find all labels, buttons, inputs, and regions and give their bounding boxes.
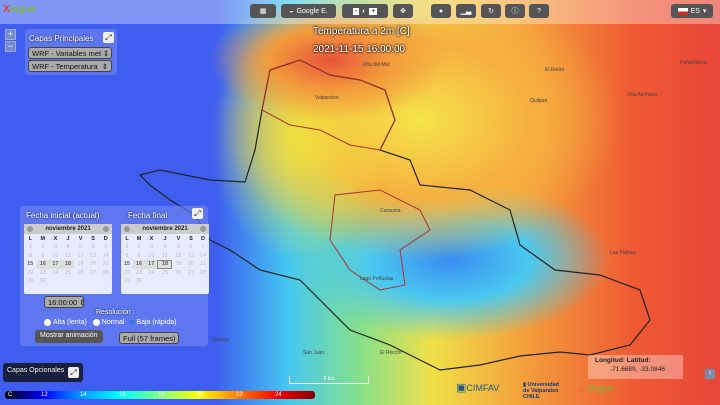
cimfav-logo: ▣CIMFAV: [456, 382, 500, 394]
show-animation-button[interactable]: Mostrar animación: [35, 330, 103, 343]
zoom-out-button[interactable]: −: [5, 41, 16, 52]
end-date-label: Fecha final: [128, 211, 168, 220]
chart-button[interactable]: ▁▃: [456, 4, 476, 18]
color-legend: C 12 14 16 18 20 22 24: [5, 391, 315, 399]
chile-flag-icon: [677, 7, 688, 15]
bar-chart-icon: ▁▃: [460, 8, 472, 15]
opacity-control[interactable]: - ◐ +: [342, 4, 388, 18]
map-datetime: 2021-11-15 16:00:00: [313, 44, 406, 55]
start-date-label: Fecha inicial (actual): [26, 211, 100, 220]
place-label: Lago Peñuelas: [360, 276, 394, 282]
coordinates-label: Longitud: Latitud:: [595, 357, 651, 364]
start-calendar[interactable]: noviembre 2021 L M X J V S D 1 2 3 4 5 6 7 8 9 10 11 12 13 14…: [24, 224, 112, 294]
legend-tick: 22: [236, 392, 243, 398]
basemap-button[interactable]: ◒ Google E.: [281, 4, 336, 18]
minus-button[interactable]: -: [352, 7, 359, 15]
collapse-icon[interactable]: ⤢: [103, 32, 114, 43]
main-layers-panel: Capas Principales ⤢ WRF - Variables met ⇕…: [25, 29, 117, 75]
time-select[interactable]: 16:00:00⇕: [44, 296, 84, 308]
info-icon[interactable]: i: [705, 369, 715, 379]
place-label: Las Palmas: [610, 250, 637, 256]
legend-tick: 18: [158, 392, 165, 398]
crosshair-icon: ✥: [400, 8, 406, 15]
place-label: Quintay: [212, 337, 230, 343]
radio-baja[interactable]: Baja (rápida): [130, 318, 177, 327]
place-label: Quilpué: [530, 98, 548, 104]
legend-tick: 12: [41, 392, 48, 398]
language-select[interactable]: ES ▾: [671, 4, 713, 18]
place-label: Viña del Mar: [362, 62, 390, 68]
collapse-icon[interactable]: ⤢: [192, 208, 203, 219]
help-icon: ?: [537, 7, 541, 15]
drop-button[interactable]: ●: [431, 4, 451, 18]
legend-unit: C: [8, 392, 13, 398]
opacity-icon: ◐: [362, 7, 367, 15]
layers-title: Capas Principales: [29, 34, 94, 43]
xingue-footer-logo: ♨Xingue: [578, 383, 615, 393]
place-label: El Rincón: [380, 350, 402, 356]
drop-icon: ●: [438, 7, 444, 15]
legend-tick: 20: [197, 392, 204, 398]
coordinates-box: Longitud: Latitud: -71.6689, -33.0846: [588, 355, 683, 379]
place-label: Valparaíso: [315, 95, 339, 101]
optional-layers-panel: Capas Opcionales ⤢: [3, 363, 83, 382]
resolution-options: Alta (lenta) Normal Baja (rápida): [44, 318, 177, 327]
legend-tick: 16: [119, 392, 126, 398]
coordinates-value: -71.6689, -33.0846: [610, 366, 665, 373]
zoom-in-button[interactable]: +: [5, 29, 16, 40]
legend-tick: 14: [80, 392, 87, 398]
place-label: Peñablanca: [680, 60, 707, 66]
place-label: Curauma: [380, 208, 401, 214]
help-button[interactable]: ?: [529, 4, 549, 18]
optional-layers-title: Capas Opcionales: [7, 367, 65, 374]
expand-icon[interactable]: ⤢: [68, 367, 79, 378]
place-label: San Juan: [303, 350, 325, 356]
layer-select-2[interactable]: WRF - Temperatura ⇕: [28, 60, 112, 72]
locate-button[interactable]: ✥: [393, 4, 413, 18]
radio-normal[interactable]: Normal: [92, 318, 124, 327]
end-calendar[interactable]: noviembre 2021 L M X J V S D 1 2 3 4 5 6 7 8 9 10 11 12 13 14…: [121, 224, 209, 294]
refresh-button[interactable]: ↻: [481, 4, 501, 18]
scale-bar: 5 km: [289, 376, 369, 384]
date-panel: Fecha inicial (actual) Fecha final ⤢ nov…: [20, 206, 209, 346]
globe-icon: ◒: [289, 7, 294, 15]
info-icon: ⓘ: [511, 8, 519, 15]
frames-select[interactable]: Full (57 frames)⇕: [119, 332, 179, 344]
place-label: Villa Alemana: [627, 92, 658, 98]
grid-icon: ▦: [259, 8, 267, 15]
uv-logo: ▮ Universidad de Valparaíso CHILE: [523, 382, 560, 400]
map-title: Temperatura a 2m [C]: [313, 26, 410, 37]
xingue-logo: Xingue: [3, 4, 37, 15]
place-label: El Retiro: [545, 67, 565, 73]
resolution-label: Resolución :: [96, 309, 135, 316]
radio-alta[interactable]: Alta (lenta): [44, 318, 87, 327]
layer-select-1[interactable]: WRF - Variables met ⇕: [28, 47, 112, 59]
refresh-icon: ↻: [488, 8, 494, 15]
info-button[interactable]: ⓘ: [505, 4, 525, 18]
plus-button[interactable]: +: [369, 7, 378, 15]
legend-tick: 24: [275, 392, 282, 398]
top-toolbar: Xingue ▦ ◒ Google E. - ◐ + ✥ ● ▁▃ ↻ ⓘ ? ES ▾: [0, 0, 720, 24]
layers-button[interactable]: ▦: [250, 4, 276, 18]
